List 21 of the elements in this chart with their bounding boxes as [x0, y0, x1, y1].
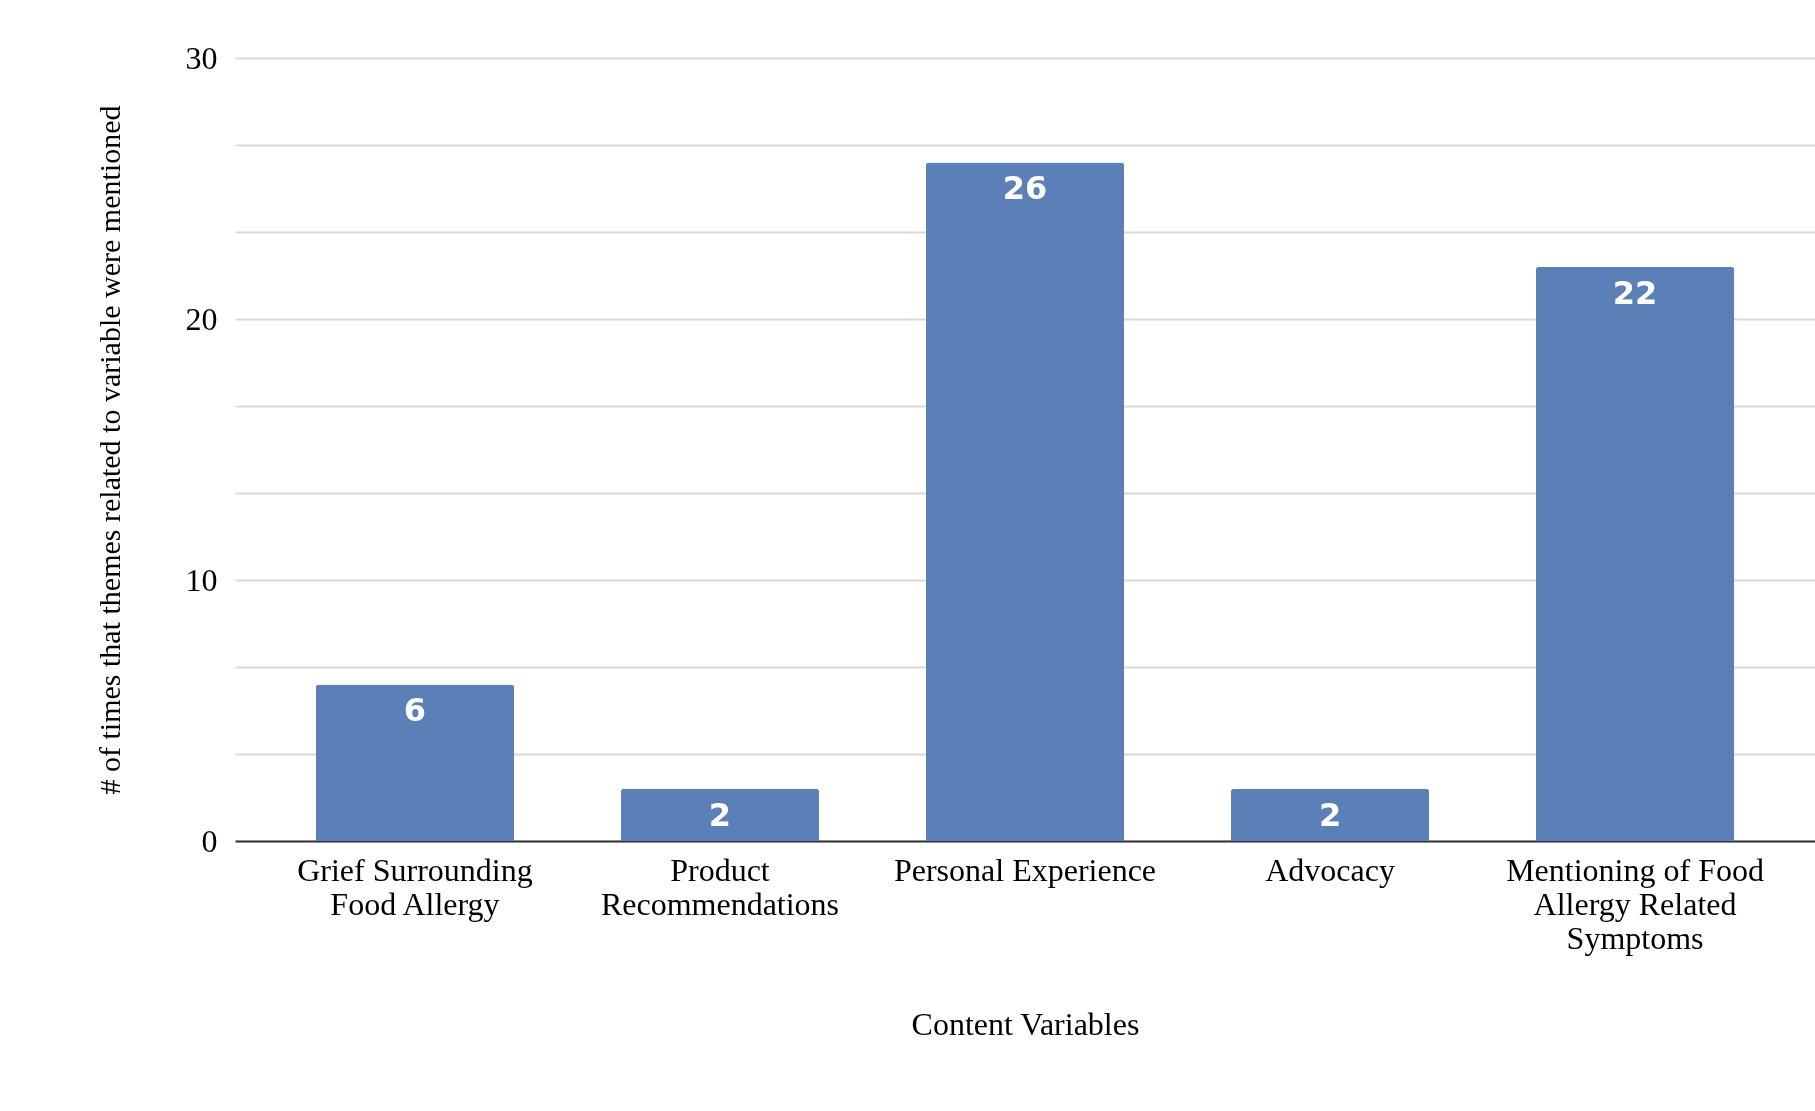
x-tick-label: Advocacy [1265, 851, 1395, 888]
x-tick-label: Personal Experience [893, 851, 1157, 888]
data-label: 2 [708, 795, 732, 834]
data-label: 22 [1612, 273, 1658, 312]
y-axis-title: # of times that themes related to variable were mentioned [92, 105, 126, 795]
bar [620, 788, 820, 841]
x-tick-label: Product Recommendations [600, 851, 840, 922]
data-label: 6 [403, 691, 427, 730]
data-label: 2 [1318, 795, 1342, 834]
y-tick-label: 10 [185, 561, 218, 598]
x-tick-label: Grief Surrounding Food Allergy [297, 851, 533, 922]
x-axis-title: Content Variables [911, 1005, 1140, 1042]
bar [1230, 788, 1430, 841]
bar [315, 684, 515, 841]
bar [1535, 266, 1735, 841]
y-tick-label: 0 [201, 822, 218, 859]
y-tick-label: 30 [185, 39, 218, 76]
bar [925, 162, 1125, 841]
data-label: 26 [1002, 169, 1048, 208]
x-tick-label: Mentioning of Food Allergy Related Symptoms [1506, 851, 1764, 956]
y-tick-label: 20 [185, 300, 218, 337]
